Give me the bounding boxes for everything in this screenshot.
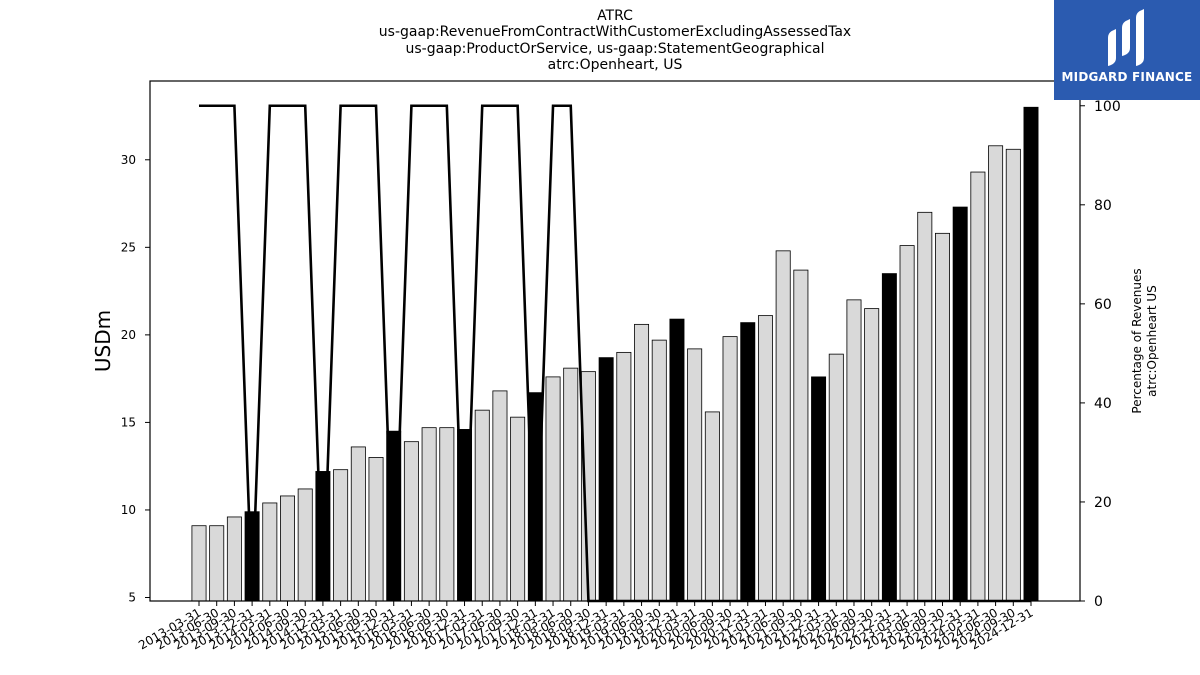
- y-tick-label-15: 15: [121, 415, 136, 429]
- bar-2014-06-30: [280, 495, 295, 602]
- bar-2022-06-30: [846, 299, 862, 602]
- y-axis-right: 0 20 40 60 80 100: [1080, 99, 1121, 610]
- title-line-3: us-gaap:ProductOrService, us-gaap:Statem…: [405, 41, 824, 57]
- bar-2014-03-31: [262, 502, 278, 602]
- plot-frame: [149, 80, 1081, 602]
- y-axis-label-right-line-1: Percentage of Revenues: [1130, 268, 1144, 413]
- bar-2018-12-31: [598, 357, 614, 602]
- bar-2024-03-31: [970, 171, 986, 602]
- y-axis-label-right-line-2: atrc:Openheart US: [1145, 285, 1159, 397]
- bar-2021-03-31: [757, 315, 773, 602]
- bar-2016-06-30: [421, 427, 437, 602]
- bar-2021-12-31: [811, 376, 827, 602]
- bar-2019-06-30: [634, 323, 650, 602]
- bar-2015-03-31: [333, 469, 349, 602]
- bar-series: [191, 106, 1039, 602]
- title-line-4: atrc:Openheart, US: [548, 57, 683, 73]
- y-tick-label-10: 10: [121, 503, 136, 517]
- chart-title: ATRC us-gaap:RevenueFromContractWithCust…: [379, 8, 851, 73]
- bar-2022-12-31: [881, 273, 897, 602]
- bar-2021-09-30: [793, 269, 809, 602]
- bar-2015-06-30: [350, 446, 366, 602]
- y-tick-label-30: 30: [121, 153, 136, 167]
- logo-text: MIDGARD FINANCE: [1061, 70, 1193, 84]
- y-axis-label-left: USDm: [91, 310, 115, 372]
- bar-2022-09-30: [864, 308, 880, 602]
- bar-2017-09-30: [510, 416, 526, 602]
- bar-2013-03-31: [191, 525, 207, 602]
- y-tick-label-25: 25: [121, 240, 136, 254]
- bar-2017-03-31: [474, 409, 490, 602]
- title-line-2: us-gaap:RevenueFromContractWithCustomerE…: [379, 24, 851, 40]
- bar-2023-06-30: [917, 211, 933, 602]
- logo-mark-icon: [1108, 9, 1144, 66]
- y-tick-label-5: 5: [128, 590, 136, 604]
- x-axis: 2013-03-312013-06-302013-09-302013-12-31…: [136, 601, 1036, 652]
- y-axis-left: 5 10 15 20 25 30: [121, 153, 150, 604]
- bar-2015-09-30: [368, 457, 384, 602]
- bar-2020-03-31: [687, 348, 703, 602]
- bar-2020-12-31: [740, 322, 756, 602]
- bar-2013-09-30: [226, 516, 242, 602]
- bar-2021-06-30: [775, 250, 791, 602]
- y2-tick-label-60: 60: [1094, 297, 1112, 313]
- midgard-finance-logo: MIDGARD FINANCE: [1054, 0, 1200, 100]
- y2-tick-label-80: 80: [1094, 198, 1112, 214]
- y2-tick-label-40: 40: [1094, 396, 1112, 412]
- bar-2013-06-30: [209, 525, 225, 602]
- bar-2019-09-30: [651, 339, 667, 602]
- bar-2020-06-30: [704, 411, 720, 602]
- bar-2014-09-30: [297, 488, 313, 602]
- y2-tick-label-100: 100: [1094, 99, 1121, 115]
- bar-2022-03-31: [828, 353, 844, 602]
- y2-tick-label-0: 0: [1094, 594, 1103, 610]
- bar-2018-03-31: [545, 376, 561, 602]
- bar-2016-09-30: [439, 427, 455, 602]
- title-line-1: ATRC: [597, 8, 633, 24]
- bar-2019-03-31: [616, 351, 632, 602]
- bar-2024-12-31: [1023, 106, 1039, 602]
- bar-2020-09-30: [722, 336, 738, 602]
- bar-2019-12-31: [669, 318, 685, 602]
- bar-2023-03-31: [899, 245, 915, 602]
- bar-2017-06-30: [492, 390, 508, 602]
- bar-2023-09-30: [935, 232, 950, 602]
- bar-2024-09-30: [1005, 148, 1021, 602]
- bar-2024-06-30: [988, 145, 1004, 602]
- y2-tick-label-20: 20: [1094, 495, 1112, 511]
- bar-2016-03-31: [403, 441, 419, 602]
- bar-2023-12-31: [952, 206, 968, 602]
- y-tick-label-20: 20: [121, 328, 136, 342]
- bar-2018-06-30: [563, 367, 579, 602]
